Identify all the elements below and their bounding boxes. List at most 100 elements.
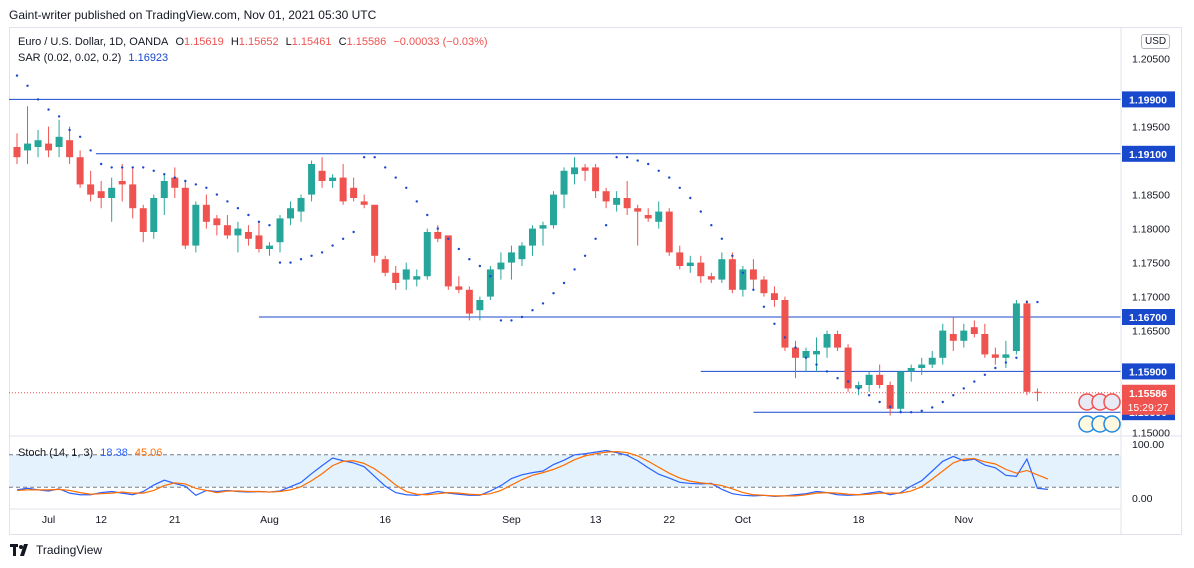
sar-dot (47, 108, 50, 111)
sar-dot (247, 213, 250, 217)
sar-dot (604, 224, 608, 227)
candle-body (223, 225, 231, 236)
sar-dot (1036, 300, 1039, 304)
candle-body (507, 252, 515, 263)
candle-body (970, 327, 978, 334)
stoch-d-value: 45.06 (134, 447, 163, 459)
stoch-legend: Stoch (14, 1, 3) 18.38 45.06 (18, 447, 166, 459)
open-value: 1.15619 (184, 36, 224, 48)
time-tick-label: Aug (260, 514, 279, 526)
sar-dot (910, 411, 913, 414)
sar-dot (678, 186, 681, 189)
candle-body (655, 211, 663, 222)
sar-dot (110, 166, 113, 169)
candle-body (255, 235, 263, 249)
candle-body (718, 259, 726, 280)
sar-dot (773, 322, 776, 325)
candle-body (308, 164, 316, 195)
candle-body (486, 269, 494, 297)
candle-body (613, 198, 621, 205)
sar-dot (89, 149, 92, 152)
candle-body (202, 204, 210, 222)
footer-brand-name: TradingView (36, 543, 103, 557)
us-event-icon (1103, 393, 1121, 411)
candle-body (550, 194, 558, 226)
sar-dot (320, 251, 324, 254)
sar-dot (184, 179, 187, 183)
price-tick-label: 1.20500 (1132, 54, 1170, 66)
candle-body (287, 208, 295, 219)
sar-dot (15, 74, 19, 77)
price-tick-label: 1.17500 (1132, 258, 1170, 270)
candle-body (686, 262, 694, 266)
sar-dot (415, 200, 418, 203)
candle-body (623, 198, 631, 209)
candle-body (244, 232, 252, 239)
candle-body (528, 228, 536, 246)
level-price-tag-label: 1.19100 (1129, 149, 1167, 161)
sar-dot (478, 264, 482, 268)
candle-body (781, 300, 789, 348)
candle-body (118, 181, 126, 185)
sar-dot (384, 166, 387, 169)
candle-body (55, 136, 63, 147)
sar-dot (552, 292, 555, 295)
time-tick-label: Sep (502, 514, 521, 526)
time-tick-label: 12 (95, 514, 107, 526)
sar-dot (952, 394, 955, 397)
sar-dot (341, 237, 345, 240)
sar-dot (931, 406, 934, 409)
level-price-tag (1122, 363, 1175, 380)
footer-brand[interactable]: TradingView (10, 543, 102, 557)
sar-dot (499, 319, 503, 322)
sar-dot (510, 319, 513, 322)
sar-legend: SAR (0.02, 0.02, 0.2) 1.16923 (18, 52, 172, 64)
level-price-tag (1122, 309, 1175, 325)
sar-dot (57, 115, 61, 118)
sar-dot (583, 254, 587, 257)
symbol-legend: Euro / U.S. Dollar, 1D, OANDA O1.15619 H… (18, 36, 492, 48)
candle-body (423, 232, 431, 277)
candle-body (697, 262, 705, 277)
sar-dot (1025, 300, 1029, 304)
time-tick-label: 21 (169, 514, 181, 526)
sar-dot (152, 169, 155, 172)
candle-body (518, 245, 526, 260)
candle-body (444, 235, 452, 287)
candle-body (897, 371, 905, 409)
currency-button[interactable]: USD (1141, 34, 1171, 49)
sar-dot (78, 135, 82, 138)
candle-body (497, 262, 505, 270)
stoch-k-value: 18.38 (100, 447, 128, 459)
sar-dot (647, 162, 650, 166)
time-tick-label: 22 (663, 514, 675, 526)
candle-body (213, 218, 221, 226)
candle-body (297, 198, 305, 212)
last-price-tag (1122, 384, 1175, 415)
sar-value: 1.16923 (128, 52, 169, 64)
candle-body (749, 269, 757, 280)
sar-dot (205, 186, 208, 189)
sar-dot (710, 224, 713, 227)
last-price-label: 1.15586 (1129, 388, 1167, 400)
price-tick-label: 1.15000 (1132, 428, 1170, 440)
sar-dot (625, 156, 629, 159)
candle-body (339, 177, 347, 202)
low-label: L (285, 36, 292, 48)
candle-body (192, 204, 200, 246)
candle-body (770, 293, 778, 300)
candle-body (707, 276, 715, 280)
sar-dot (194, 183, 198, 186)
sar-dot (1004, 361, 1008, 364)
time-tick-label: Oct (735, 514, 751, 526)
sar-dot (731, 254, 734, 257)
candle-body (234, 228, 242, 236)
candle-body (276, 218, 284, 243)
stoch-tick-label: 100.00 (1132, 439, 1164, 451)
candle-body (949, 334, 957, 341)
candle-body (728, 259, 736, 290)
price-tick-label: 1.18000 (1132, 224, 1170, 236)
sar-dot (615, 156, 618, 159)
candle-body (918, 364, 926, 368)
